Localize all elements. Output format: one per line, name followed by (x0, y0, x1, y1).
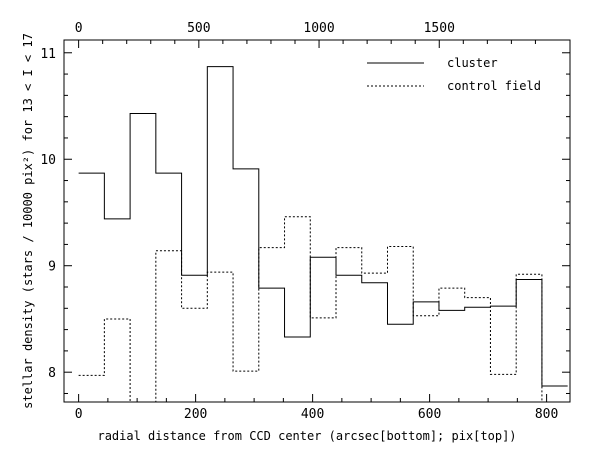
x-tick-label: 0 (75, 407, 83, 422)
axis-ticks: 0 200 400 600 800 0 500 1000 1500 8 9 10 11 (40, 21, 570, 422)
data-series (78, 66, 568, 403)
top-tick-label: 1000 (303, 21, 334, 36)
plot-frame (63, 39, 571, 403)
legend-label-control-field: control field (447, 79, 541, 93)
x-axis-title: radial distance from CCD center (arcsec[… (97, 429, 516, 443)
top-tick-label: 0 (75, 21, 83, 36)
x-tick-label: 200 (184, 407, 207, 422)
series-control-field-line (78, 216, 568, 403)
x-tick-label: 800 (535, 407, 558, 422)
y-tick-label: 10 (40, 153, 56, 168)
top-tick-label: 1500 (424, 21, 455, 36)
y-tick-label: 11 (40, 47, 56, 62)
x-tick-label: 400 (301, 407, 324, 422)
legend-label-cluster: cluster (447, 56, 498, 70)
x-tick-label: 600 (418, 407, 441, 422)
top-tick-label: 500 (187, 21, 210, 36)
y-axis-title: stellar density (stars / 10000 pix²) for… (21, 33, 35, 409)
y-tick-label: 8 (48, 366, 56, 381)
y-tick-label: 9 (48, 260, 56, 275)
legend: cluster control field (367, 56, 541, 93)
series-cluster-line (78, 66, 568, 387)
